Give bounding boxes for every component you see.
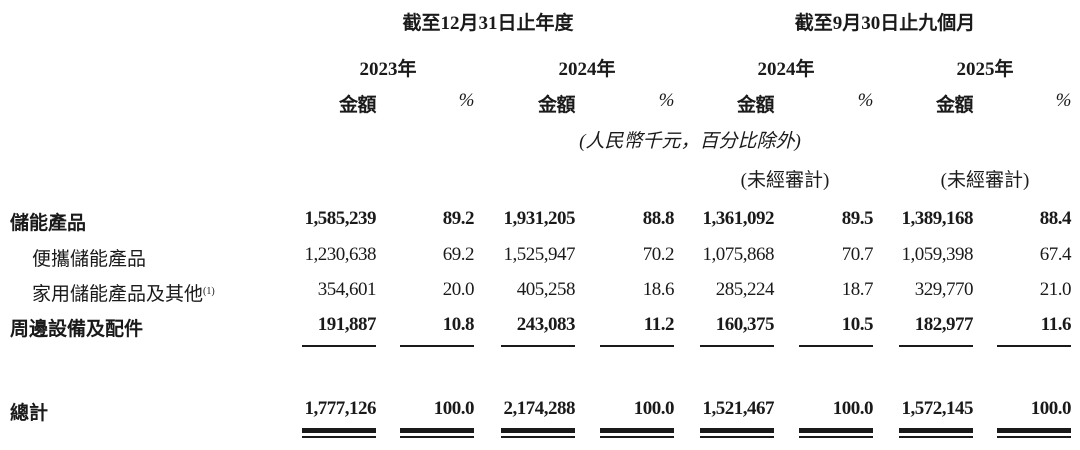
double-underline [799,428,873,433]
amount-header: 金額 [537,95,576,116]
underline [400,345,474,347]
total-cell: 1,521,467 [702,398,775,419]
amount-header: 金額 [935,95,974,116]
double-underline [400,436,474,438]
value-cell: 88.8 [642,208,675,229]
total-cell: 100.0 [433,398,475,419]
unit-note: (人民幣千元，百分比除外) [579,131,801,152]
value-cell: 160,375 [715,314,775,335]
value-cell: 67.4 [1039,244,1072,265]
underline [501,345,575,347]
double-underline [400,428,474,433]
percent-header: % [458,90,475,111]
total-label: 總計 [10,403,49,424]
year-2025-9m: 2025年 [956,59,1014,80]
value-cell: 70.7 [841,244,874,265]
amount-header: 金額 [736,95,775,116]
value-cell: 88.4 [1039,208,1072,229]
value-cell: 21.0 [1039,279,1072,300]
value-cell: 329,770 [914,279,974,300]
value-cell: 405,258 [516,279,576,300]
value-cell: 1,389,168 [901,208,974,229]
value-cell: 1,525,947 [503,244,576,265]
underline [799,345,873,347]
value-cell: 70.2 [642,244,675,265]
value-cell: 89.5 [841,208,874,229]
value-cell: 1,230,638 [304,244,377,265]
total-cell: 1,572,145 [901,398,974,419]
underline [302,345,376,347]
year-2024-fy: 2024年 [558,59,616,80]
value-cell: 10.5 [841,314,874,335]
double-underline [600,436,674,438]
percent-header: % [857,90,874,111]
row-label: 家用儲能產品及其他(1) [32,279,215,306]
row-label: 儲能產品 [10,213,87,234]
value-cell: 89.2 [442,208,475,229]
unaudited-note: (未經審計) [940,170,1030,191]
table-row: 家用儲能產品及其他(1) 354,601 20.0 405,258 18.6 2… [0,279,1080,305]
double-underline [302,436,376,438]
column-subheaders: 金額 % 金額 % 金額 % 金額 % [0,90,1080,116]
value-cell: 191,887 [317,314,377,335]
value-cell: 1,585,239 [304,208,377,229]
underline [997,345,1071,347]
value-cell: 18.7 [841,279,874,300]
value-cell: 10.8 [442,314,475,335]
double-underline [501,436,575,438]
total-cell: 2,174,288 [503,398,576,419]
value-cell: 11.6 [1040,314,1072,335]
double-underline [501,428,575,433]
value-cell: 1,361,092 [702,208,775,229]
year-2023: 2023年 [359,59,417,80]
period-header-fiscal-year: 截至12月31日止年度 [402,13,574,34]
value-cell: 243,083 [516,314,576,335]
row-label: 周邊設備及配件 [10,319,144,340]
double-underline [700,428,774,433]
value-cell: 18.6 [642,279,675,300]
double-underline [899,436,973,438]
table-row: 儲能產品 1,585,239 89.2 1,931,205 88.8 1,361… [0,208,1080,234]
row-label-text: 家用儲能產品及其他 [32,284,204,305]
double-underline [600,428,674,433]
underline [600,345,674,347]
percent-header: % [1055,90,1072,111]
underline [899,345,973,347]
value-cell: 1,059,398 [901,244,974,265]
total-cell: 1,777,126 [304,398,377,419]
year-2024-9m: 2024年 [757,59,815,80]
amount-header: 金額 [338,95,377,116]
row-label: 便攜儲能產品 [32,249,147,270]
double-underline [302,428,376,433]
unaudited-note: (未經審計) [740,170,830,191]
value-cell: 182,977 [914,314,974,335]
double-underline [799,436,873,438]
table-row: 周邊設備及配件 191,887 10.8 243,083 11.2 160,37… [0,314,1080,340]
total-row: 總計 1,777,126 100.0 2,174,288 100.0 1,521… [0,398,1080,424]
total-cell: 100.0 [1030,398,1072,419]
underline [700,345,774,347]
value-cell: 285,224 [715,279,775,300]
percent-header: % [658,90,675,111]
total-cell: 100.0 [832,398,874,419]
value-cell: 1,075,868 [702,244,775,265]
double-underline [700,436,774,438]
value-cell: 69.2 [442,244,475,265]
double-underline [997,428,1071,433]
value-cell: 20.0 [442,279,475,300]
value-cell: 354,601 [317,279,377,300]
double-underline [899,428,973,433]
period-header-nine-months: 截至9月30日止九個月 [794,13,976,34]
value-cell: 1,931,205 [503,208,576,229]
footnote-marker: (1) [203,286,215,297]
total-cell: 100.0 [633,398,675,419]
value-cell: 11.2 [643,314,675,335]
double-underline [997,436,1071,438]
table-row: 便攜儲能產品 1,230,638 69.2 1,525,947 70.2 1,0… [0,244,1080,270]
